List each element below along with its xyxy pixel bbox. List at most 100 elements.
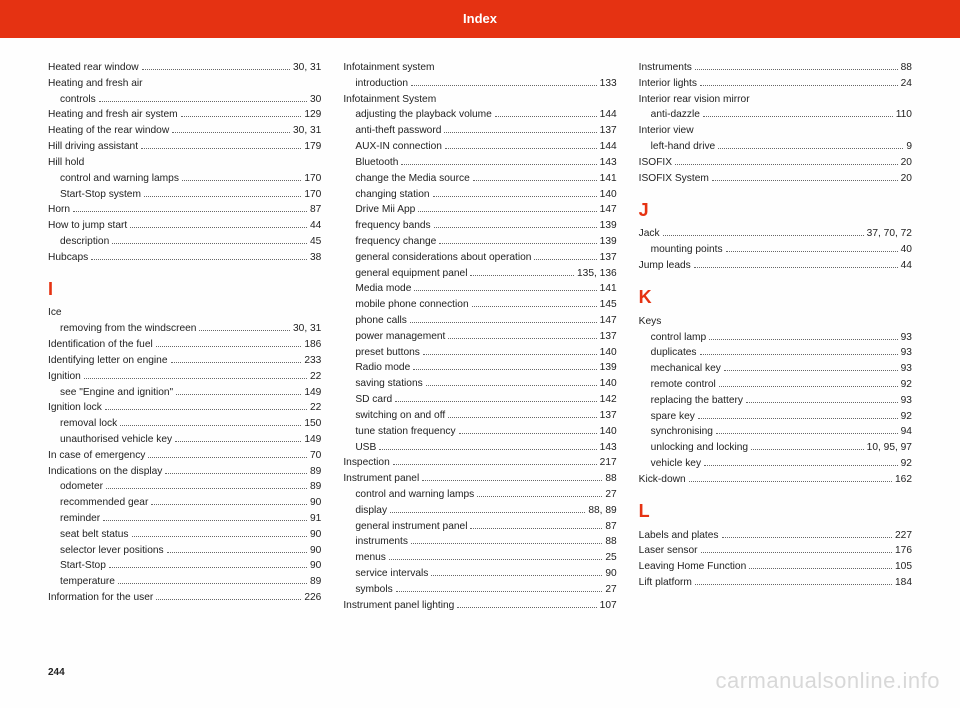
index-entry-page: 233	[304, 353, 321, 369]
leader-dots	[105, 409, 307, 410]
index-entry-page: 92	[901, 377, 912, 393]
index-entry: Inspection217	[343, 455, 616, 471]
index-entry-label: left-hand drive	[651, 139, 716, 155]
index-entry-page: 89	[310, 479, 321, 495]
index-entry-page: 92	[901, 409, 912, 425]
leader-dots	[457, 607, 596, 608]
leader-dots	[414, 290, 596, 291]
index-entry-page: 20	[901, 155, 912, 171]
index-entry-page: 88, 89	[588, 503, 616, 519]
index-entry-page: 184	[895, 575, 912, 591]
leader-dots	[724, 370, 898, 371]
index-entry-label: Interior view	[639, 123, 694, 139]
leader-dots	[390, 512, 585, 513]
index-entry-label: tune station frequency	[355, 424, 455, 440]
index-entry-label: controls	[60, 92, 96, 108]
index-entry: Information for the user226	[48, 590, 321, 606]
leader-dots	[426, 385, 597, 386]
index-entry-label: Interior rear vision mirror	[639, 92, 750, 108]
index-entry-label: menus	[355, 550, 386, 566]
index-entry-label: remote control	[651, 377, 716, 393]
index-entry-page: 70	[310, 448, 321, 464]
leader-dots	[694, 267, 898, 268]
index-entry: Media mode141	[343, 281, 616, 297]
leader-dots	[395, 401, 597, 402]
index-entry: Infotainment System	[343, 92, 616, 108]
leader-dots	[411, 543, 602, 544]
index-entry: see "Engine and ignition"149	[48, 385, 321, 401]
leader-dots	[703, 116, 893, 117]
index-entry: control and warning lamps170	[48, 171, 321, 187]
index-entry-label: frequency change	[355, 234, 436, 250]
index-entry-label: anti-dazzle	[651, 107, 700, 123]
index-entry-page: 22	[310, 400, 321, 416]
index-entry-page: 90	[310, 527, 321, 543]
index-entry-page: 147	[600, 313, 617, 329]
leader-dots	[176, 394, 301, 395]
index-entry-label: unauthorised vehicle key	[60, 432, 172, 448]
leader-dots	[393, 464, 597, 465]
index-entry: general instrument panel87	[343, 519, 616, 535]
index-entry: Heating of the rear window30, 31	[48, 123, 321, 139]
index-entry-page: 87	[310, 202, 321, 218]
index-entry-page: 150	[304, 416, 321, 432]
index-entry-page: 91	[310, 511, 321, 527]
index-entry-page: 89	[310, 574, 321, 590]
leader-dots	[156, 346, 302, 347]
index-entry-label: Instrument panel lighting	[343, 598, 454, 614]
leader-dots	[91, 259, 307, 260]
index-entry-label: preset buttons	[355, 345, 420, 361]
index-entry-page: 176	[895, 543, 912, 559]
index-entry-label: Start-Stop	[60, 558, 106, 574]
index-entry: mechanical key93	[639, 361, 912, 377]
index-entry-page: 162	[895, 472, 912, 488]
index-entry: menus25	[343, 550, 616, 566]
leader-dots	[151, 504, 307, 505]
index-entry-label: general equipment panel	[355, 266, 467, 282]
index-entry: Heated rear window30, 31	[48, 60, 321, 76]
index-entry-label: Leaving Home Function	[639, 559, 747, 575]
index-entry: Keys	[639, 314, 912, 330]
index-entry-label: symbols	[355, 582, 392, 598]
index-entry: controls 30	[48, 92, 321, 108]
page-header-title: Index	[463, 11, 497, 26]
leader-dots	[118, 583, 307, 584]
index-entry-page: 145	[600, 297, 617, 313]
index-entry: anti-dazzle110	[639, 107, 912, 123]
index-entry-label: Hill driving assistant	[48, 139, 138, 155]
index-entry: Hubcaps38	[48, 250, 321, 266]
index-entry-label: USB	[355, 440, 376, 456]
index-entry-label: Identification of the fuel	[48, 337, 153, 353]
index-entry-page: 226	[304, 590, 321, 606]
index-entry-page: 37, 70, 72	[867, 226, 912, 242]
index-entry: power management137	[343, 329, 616, 345]
index-entry-label: description	[60, 234, 109, 250]
index-entry-page: 45	[310, 234, 321, 250]
index-entry-label: control lamp	[651, 330, 707, 346]
leader-dots	[700, 354, 898, 355]
index-entry: seat belt status90	[48, 527, 321, 543]
index-entry-page: 27	[605, 582, 616, 598]
index-entry: removal lock150	[48, 416, 321, 432]
leader-dots	[477, 496, 602, 497]
index-entry-label: spare key	[651, 409, 695, 425]
index-entry-label: Interior lights	[639, 76, 697, 92]
index-entry: tune station frequency140	[343, 424, 616, 440]
index-entry-page: 90	[310, 543, 321, 559]
index-entry-label: Horn	[48, 202, 70, 218]
leader-dots	[423, 354, 597, 355]
index-entry: Ignition22	[48, 369, 321, 385]
leader-dots	[712, 180, 898, 181]
index-entry-label: replacing the battery	[651, 393, 743, 409]
index-entry: Ice	[48, 305, 321, 321]
index-entry: removing from the windscreen30, 31	[48, 321, 321, 337]
index-entry: instruments88	[343, 534, 616, 550]
index-entry-page: 186	[304, 337, 321, 353]
index-entry: Identification of the fuel 186	[48, 337, 321, 353]
index-entry-label: Instruments	[639, 60, 692, 76]
leader-dots	[663, 235, 864, 236]
index-entry-label: ISOFIX System	[639, 171, 709, 187]
leader-dots	[433, 196, 597, 197]
index-entry: Jack37, 70, 72	[639, 226, 912, 242]
index-entry-page: 30	[310, 92, 321, 108]
